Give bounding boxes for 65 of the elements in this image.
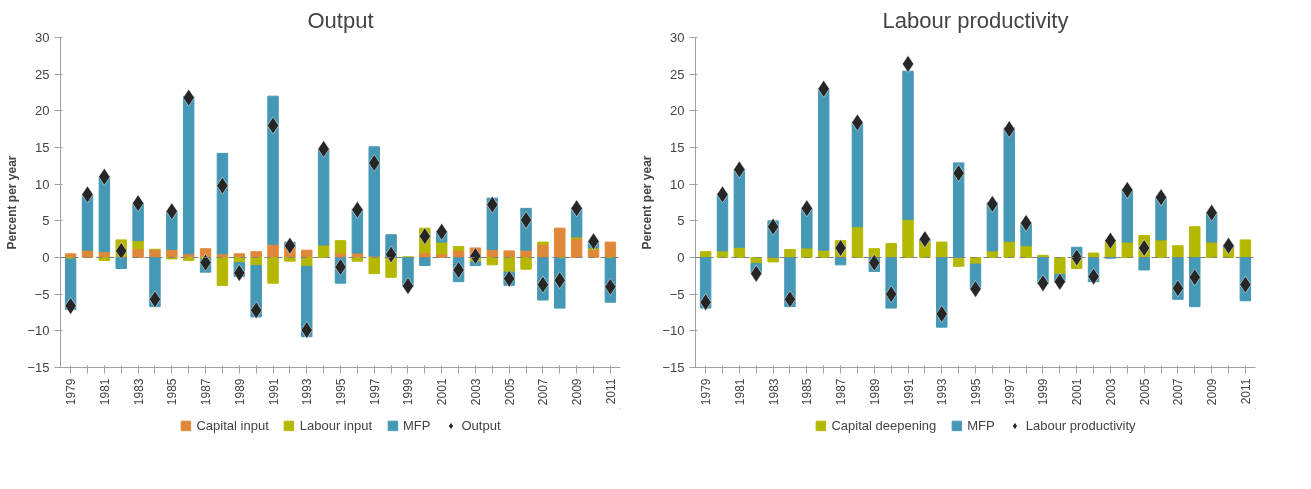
y-tick-label: −5 bbox=[34, 286, 50, 302]
x-tick-label: 2009 bbox=[1205, 378, 1220, 406]
legend-label: Output bbox=[461, 417, 501, 433]
x-tick-label: 1979 bbox=[64, 378, 79, 406]
x-tick-label: 2011 bbox=[1238, 378, 1253, 405]
x-tick-label: 1999 bbox=[1036, 378, 1051, 406]
y-tick-label: 5 bbox=[42, 213, 50, 229]
y-tick-label: −10 bbox=[662, 323, 685, 339]
x-tick-label: 2005 bbox=[502, 378, 517, 406]
x-tick-label: 1979 bbox=[699, 378, 714, 406]
x-tick-label: 1997 bbox=[1002, 378, 1017, 406]
x-tick-label: 2003 bbox=[1103, 378, 1118, 406]
y-tick-label: −5 bbox=[669, 286, 685, 302]
y-tick-label: −10 bbox=[27, 323, 50, 339]
legend-label: Capital input bbox=[196, 417, 269, 433]
legend-label: Labour input bbox=[299, 417, 373, 433]
legend-label: Labour productivity bbox=[1025, 417, 1136, 433]
y-tick-label: 0 bbox=[677, 250, 685, 265]
x-tick-label: 2007 bbox=[536, 378, 551, 406]
x-tick-label: 2003 bbox=[468, 378, 483, 406]
x-tick-label: 2001 bbox=[1070, 378, 1085, 406]
chart-title: Output bbox=[307, 7, 374, 33]
y-tick-label: 5 bbox=[677, 213, 685, 229]
x-tick-label: 1985 bbox=[800, 378, 815, 406]
x-tick-label: 1989 bbox=[232, 378, 247, 406]
y-tick-label: 15 bbox=[670, 140, 685, 155]
x-tick-label: 2005 bbox=[1137, 378, 1152, 406]
x-tick-label: 1995 bbox=[969, 378, 983, 406]
x-tick-label: 2001 bbox=[435, 378, 450, 406]
x-tick-label: 1991 bbox=[266, 378, 281, 406]
x-tick-label: 1983 bbox=[766, 378, 781, 406]
x-tick-label: 1997 bbox=[367, 378, 382, 406]
chart-title: Labour productivity bbox=[882, 7, 1069, 33]
x-tick-label: 1993 bbox=[300, 378, 315, 406]
x-tick-label: 2009 bbox=[570, 378, 585, 406]
x-tick-label: 2011 bbox=[603, 378, 618, 405]
x-tick-label: 1987 bbox=[199, 378, 214, 406]
y-tick-label: 20 bbox=[35, 103, 50, 119]
x-tick-label: 1991 bbox=[901, 378, 916, 406]
legend-label: MFP bbox=[967, 417, 995, 433]
y-axis-title: Percent per year bbox=[5, 155, 20, 250]
y-axis-title: Percent per year bbox=[640, 155, 655, 250]
y-tick-label: 30 bbox=[35, 30, 50, 45]
x-tick-label: 1985 bbox=[165, 378, 180, 406]
y-tick-label: 10 bbox=[670, 176, 685, 192]
y-tick-label: 0 bbox=[42, 250, 50, 265]
y-tick-label: 20 bbox=[670, 103, 685, 119]
y-tick-label: 30 bbox=[670, 30, 685, 45]
y-tick-label: −15 bbox=[27, 360, 50, 375]
x-tick-label: 1989 bbox=[867, 378, 882, 406]
x-tick-label: 1981 bbox=[732, 378, 747, 406]
y-tick-label: 25 bbox=[670, 66, 685, 82]
legend-label: MFP bbox=[403, 417, 431, 433]
x-tick-label: 1993 bbox=[935, 378, 950, 406]
y-tick-label: −15 bbox=[662, 360, 685, 375]
x-tick-label: 1987 bbox=[834, 378, 849, 406]
x-tick-label: 2007 bbox=[1171, 378, 1186, 406]
y-tick-label: 15 bbox=[35, 140, 50, 155]
x-tick-label: 1995 bbox=[334, 378, 348, 406]
x-tick-label: 1999 bbox=[401, 378, 416, 406]
y-tick-label: 25 bbox=[35, 66, 50, 82]
legend-label: Capital deepening bbox=[831, 417, 937, 433]
x-tick-label: 1983 bbox=[131, 378, 146, 406]
y-tick-label: 10 bbox=[35, 176, 50, 192]
x-tick-label: 1981 bbox=[97, 378, 112, 406]
